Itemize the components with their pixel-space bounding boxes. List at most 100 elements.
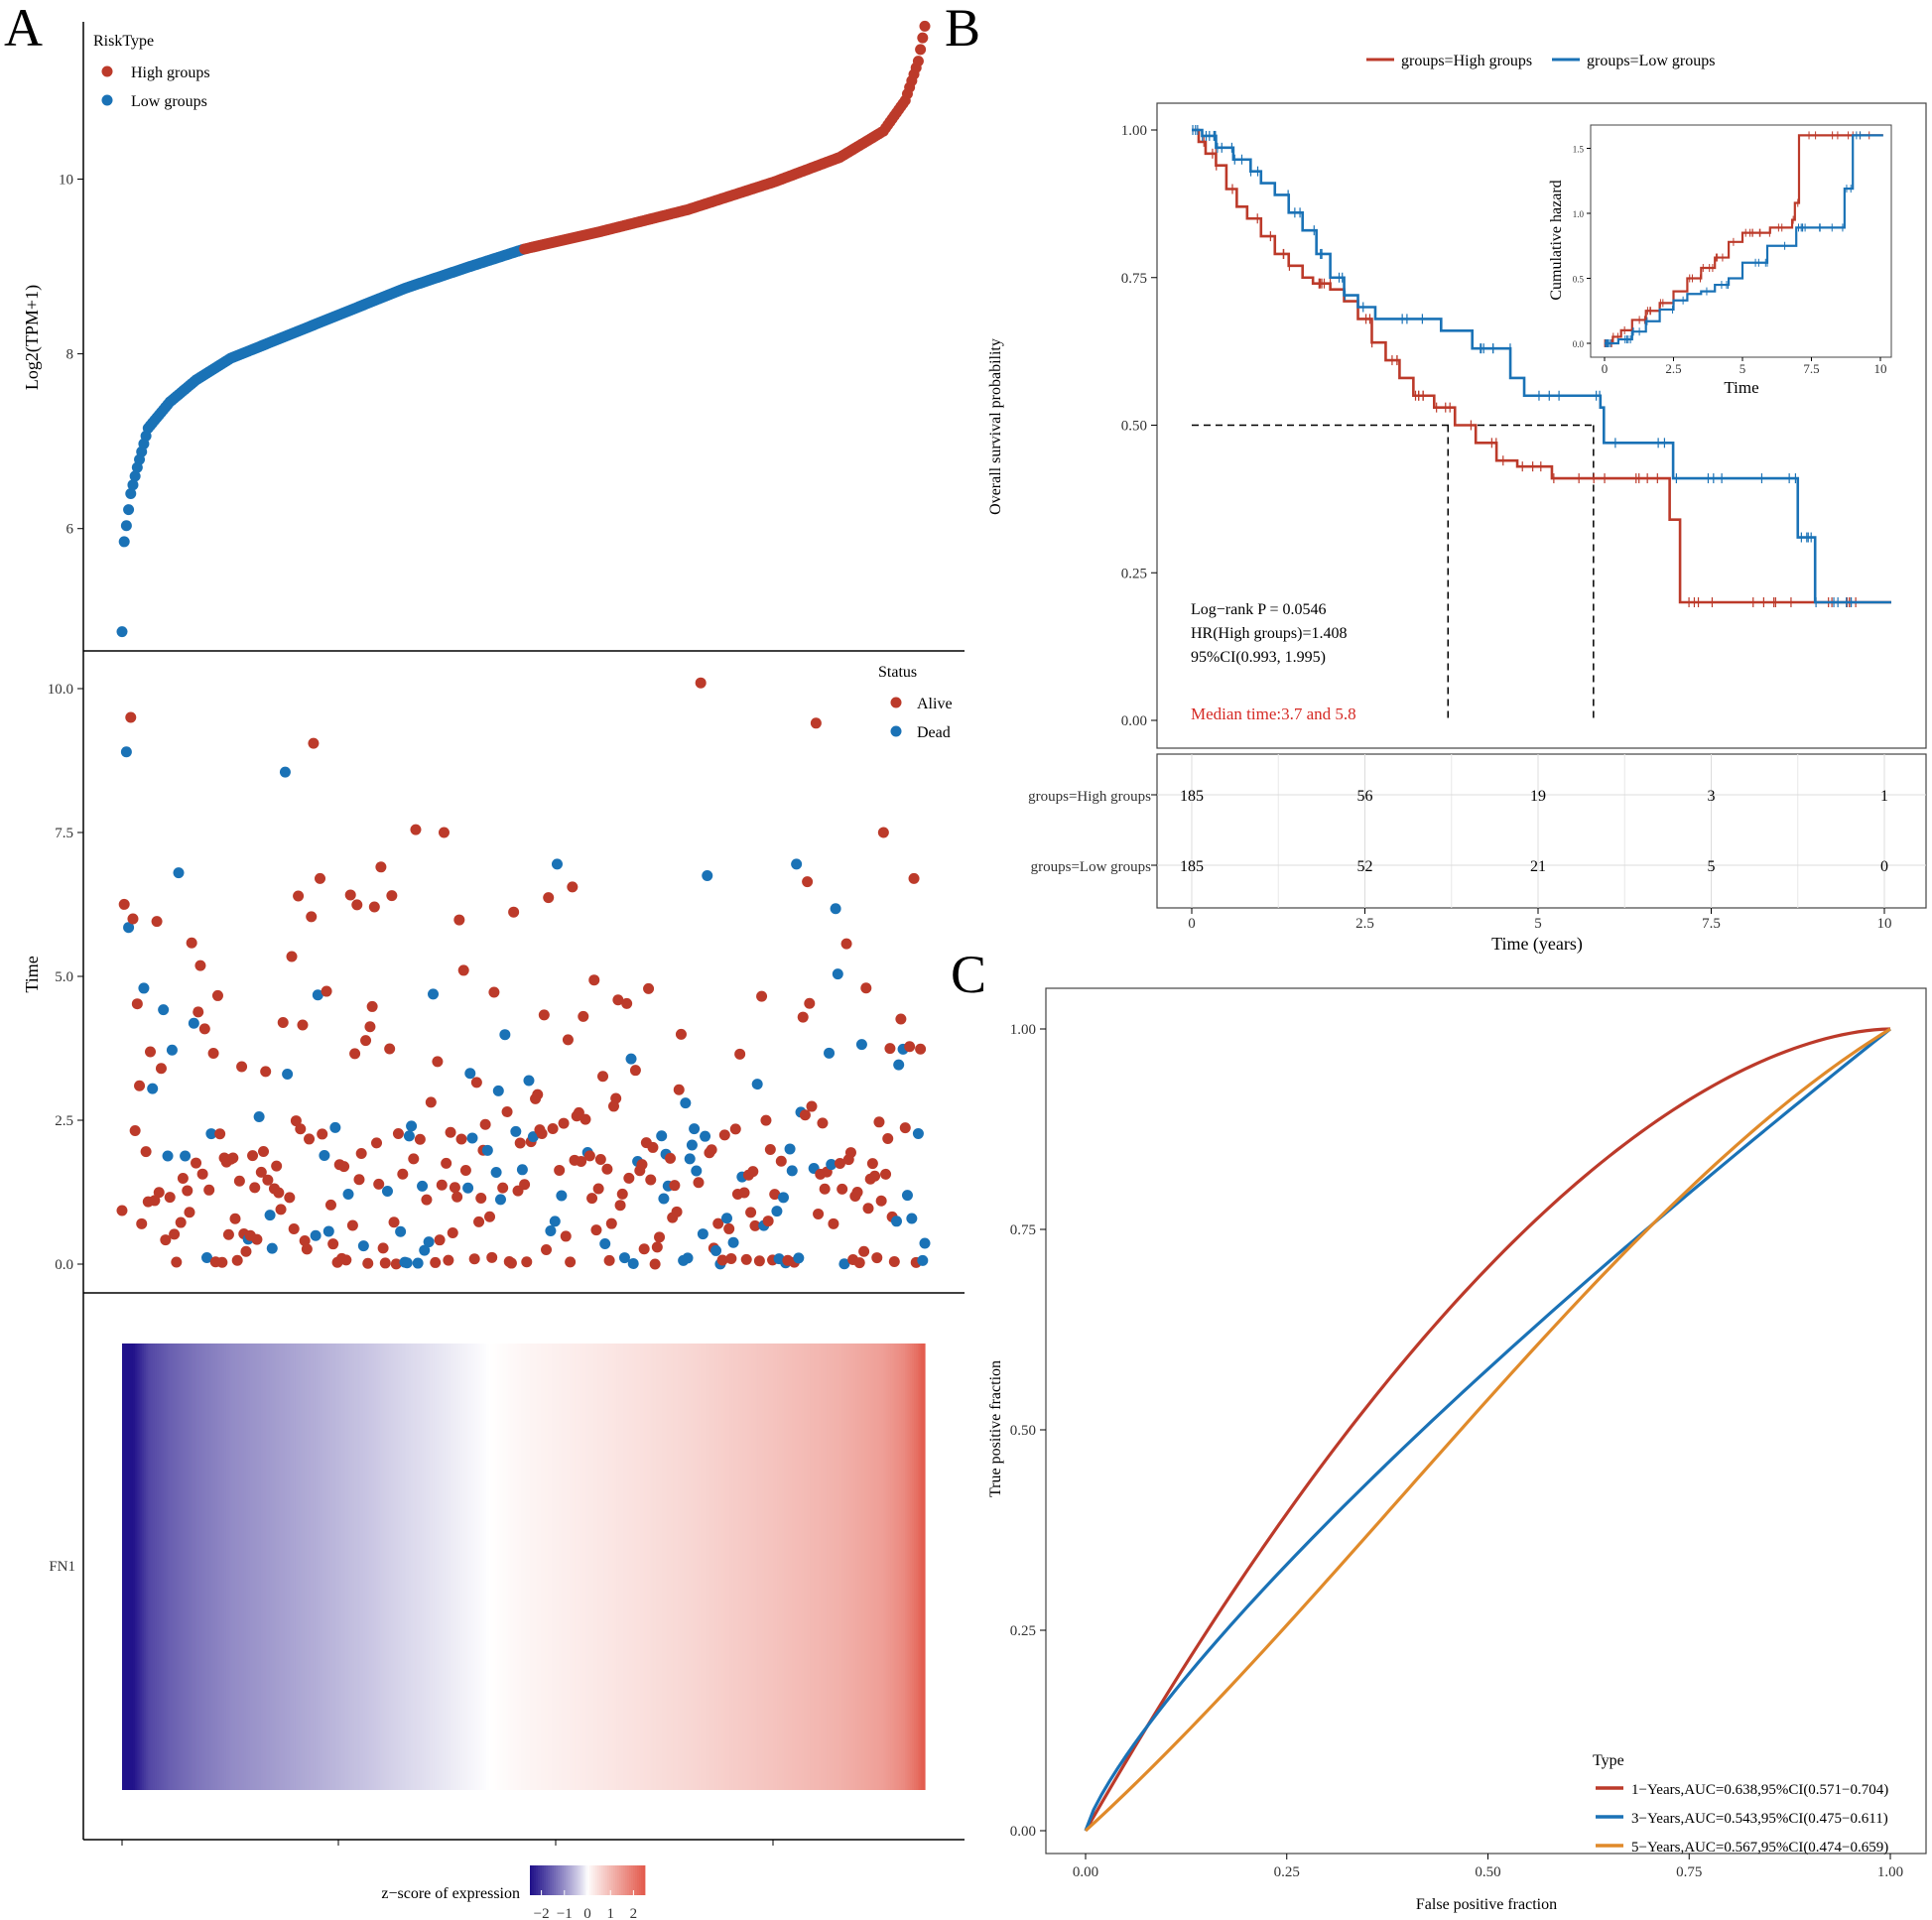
heatmap-cell [124,1344,127,1790]
heatmap-cell [167,1344,171,1790]
heatmap-cell [909,1344,913,1790]
panel-label-a: A [4,0,43,58]
dead-point [599,1238,611,1250]
heatmap-cell [861,1344,865,1790]
heatmap-cell [759,1344,763,1790]
heatmap-cell [319,1344,322,1790]
a-mid-legend: Status Alive Dead [878,664,953,741]
heatmap-cell [309,1344,312,1790]
alive-point [362,1257,374,1269]
alive-point [227,1152,239,1164]
inset-y-title: Cumulative hazard [1548,180,1565,300]
heatmap-cell [512,1344,516,1790]
heatmap-cell [527,1344,531,1790]
heatmap-cell [634,1344,637,1790]
alive-point [145,1046,157,1058]
alive-point [853,1257,865,1269]
legend-dead-label: Dead [917,724,951,741]
heatmap-cell [713,1344,717,1790]
heatmap-cell [519,1344,522,1790]
dead-point [912,1127,924,1139]
heatmap-cell [841,1344,845,1790]
alive-point [716,1254,728,1266]
heatmap-cell [382,1344,386,1790]
alive-point [340,1254,352,1266]
alive-point [193,1006,204,1018]
expression-point [116,626,128,638]
heatmap-cell [228,1344,231,1790]
heatmap-cell [358,1344,362,1790]
heatmap-cell [492,1344,496,1790]
heatmap-cell [475,1344,479,1790]
heatmap-cell [868,1344,871,1790]
panel-b-risk-table: groups=High groups groups=Low groups 185… [1028,753,1927,955]
heatmap-cell [883,1344,887,1790]
dead-point [322,1225,334,1237]
alive-point [136,1217,148,1229]
alive-point [155,1063,167,1075]
heatmap-cell [327,1344,331,1790]
risk-x-tick-label: 2.5 [1355,916,1374,932]
heatmap-cell [181,1344,184,1790]
heatmap-cell [399,1344,403,1790]
dead-point [319,1149,330,1161]
alive-point [745,1207,757,1218]
alive-point [240,1245,252,1257]
dead-point [419,1244,431,1256]
heatmap-cell [525,1344,529,1790]
colorbar: z−score of expression −2 −1 0 1 2 [381,1865,646,1920]
alive-point [543,892,555,904]
b-median-time: Median time:3.7 and 5.8 [1191,704,1356,723]
alive-point [211,989,223,1001]
heatmap-cell [781,1344,785,1790]
alive-point [769,1189,781,1201]
alive-point [355,1148,367,1160]
alive-point [430,1256,442,1268]
heatmap-cell [583,1344,587,1790]
alive-point [706,1144,717,1156]
alive-point [368,901,380,913]
inset-x-tick-label: 2.5 [1665,361,1681,376]
dead-point [826,1159,837,1171]
colorbar-cell [629,1865,632,1895]
heatmap-cell [631,1344,635,1790]
heatmap-cell [510,1344,514,1790]
heatmap-cell [733,1344,737,1790]
dead-point [138,982,150,994]
heatmap-cell [128,1344,132,1790]
heatmap-cell [900,1344,904,1790]
alive-point [247,1150,259,1162]
heatmap-cell [642,1344,646,1790]
heatmap-cell [724,1344,728,1790]
heatmap-cell [468,1344,472,1790]
colorbar-tick-label: 1 [606,1906,614,1920]
heatmap-cell [384,1344,388,1790]
heatmap-cell [302,1344,306,1790]
heatmap-cell [567,1344,571,1790]
heatmap-cell [210,1344,214,1790]
b-tick-label: 0.00 [1121,713,1147,729]
alive-point [873,1116,885,1128]
heatmap-cell [693,1344,696,1790]
panel-a-time-scatter: 0.0 2.5 5.0 7.5 10.0 Time Status Alive Dead [22,651,965,1294]
heatmap-cell [132,1344,136,1790]
inset-y-tick-label: 1.0 [1573,209,1585,219]
heatmap-cell [208,1344,212,1790]
heatmap-cell [516,1344,520,1790]
dead-point [838,1258,850,1270]
c-legend-label-3y: 3−Years,AUC=0.543,95%CI(0.475−0.611) [1631,1811,1888,1827]
colorbar-cell [578,1865,580,1895]
alive-point [729,1123,741,1135]
heatmap-cell [172,1344,176,1790]
risk-x-tick-label: 10 [1877,916,1892,932]
alive-point [558,1117,570,1129]
heatmap-cell [920,1344,924,1790]
alive-point [819,1183,831,1195]
heatmap-cell [887,1344,891,1790]
alive-point [693,1177,705,1189]
a-mid-y-title: Time [22,956,42,992]
heatmap-cell [662,1344,666,1790]
heatmap-cell [573,1344,577,1790]
heatmap-cell [256,1344,260,1790]
colorbar-cell [546,1865,549,1895]
